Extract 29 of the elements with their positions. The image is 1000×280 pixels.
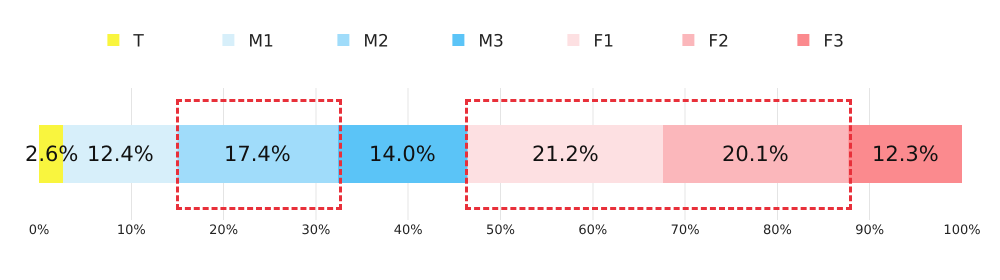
legend-label: F1	[593, 32, 614, 52]
bar	[338, 124, 468, 184]
data-label: 17.4%	[224, 142, 291, 166]
legend-label: F2	[708, 32, 729, 52]
data-label: 12.3%	[872, 142, 939, 166]
bar	[177, 124, 338, 184]
legend-label: M2	[363, 32, 389, 52]
data-label: 12.4%	[87, 142, 154, 166]
legend-label: M1	[248, 32, 274, 52]
x-tick-label: 0%	[28, 223, 50, 238]
x-tick-label: 100%	[943, 223, 981, 238]
x-tick-label: 60%	[578, 223, 608, 238]
data-label: 14.0%	[369, 142, 436, 166]
legend-label: T	[132, 32, 144, 52]
x-tick-label: 80%	[762, 223, 792, 238]
bar	[848, 124, 962, 184]
x-tick-label: 10%	[116, 223, 146, 238]
data-label: 20.1%	[722, 142, 789, 166]
bar	[662, 124, 848, 184]
legend-label: M3	[478, 32, 504, 52]
x-tick-label: 40%	[394, 223, 423, 238]
x-tick-label: 30%	[301, 223, 330, 238]
x-tick-label: 90%	[855, 223, 884, 238]
data-label: 21.2%	[532, 142, 599, 166]
x-tick-label: 50%	[486, 223, 515, 238]
legend-label: F3	[823, 32, 844, 52]
bar	[467, 124, 663, 184]
x-tick-label: 20%	[209, 223, 238, 238]
x-tick-label: 70%	[670, 223, 700, 238]
